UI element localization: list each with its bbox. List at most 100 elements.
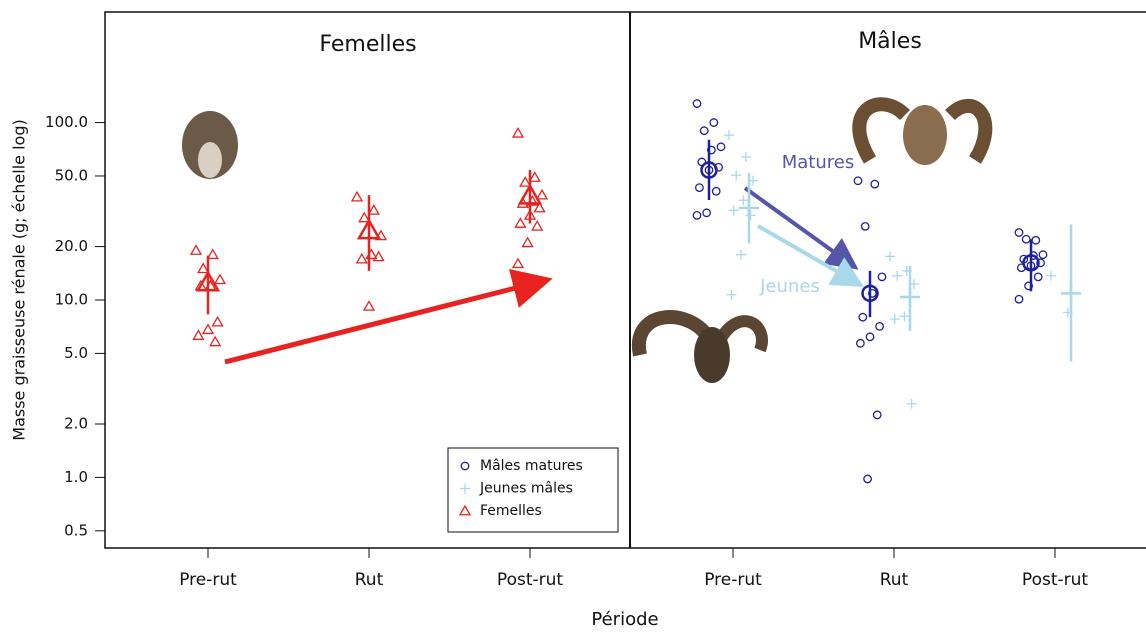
point xyxy=(692,210,702,220)
point xyxy=(711,186,721,196)
point xyxy=(731,170,742,181)
point xyxy=(528,171,541,182)
point xyxy=(692,99,702,108)
y-tick-label: 2.0 xyxy=(64,414,88,432)
point xyxy=(367,204,380,215)
x-tick-label: Post-rut xyxy=(497,570,563,590)
point xyxy=(853,176,863,186)
point xyxy=(899,311,910,322)
point xyxy=(736,249,746,260)
point xyxy=(870,179,880,189)
point xyxy=(189,244,203,255)
point xyxy=(1031,235,1041,245)
y-tick-label: 50.0 xyxy=(55,166,88,184)
ram-icon xyxy=(631,310,768,383)
point xyxy=(533,201,546,213)
ewe-icon xyxy=(182,111,238,179)
legend-label: Femelles xyxy=(480,503,542,519)
point xyxy=(740,151,751,162)
mean-marker xyxy=(900,286,920,307)
point xyxy=(868,288,877,298)
trend-arrow xyxy=(743,186,859,270)
point xyxy=(192,329,205,340)
x-axis-label: Période xyxy=(591,609,658,630)
legend xyxy=(447,447,619,533)
point xyxy=(728,205,739,216)
point xyxy=(350,190,364,202)
annotation: Matures xyxy=(782,152,854,173)
point xyxy=(201,323,215,335)
y-tick-label: 1.0 xyxy=(64,468,88,486)
x-tick-label: Post-rut xyxy=(1022,570,1088,590)
point xyxy=(1046,270,1056,281)
panel-title: Femelles xyxy=(319,32,416,57)
point xyxy=(206,248,219,260)
point xyxy=(892,270,903,281)
point xyxy=(197,262,210,274)
y-tick-label: 5.0 xyxy=(64,344,88,362)
y-tick-label: 0.5 xyxy=(64,521,88,539)
mean-marker xyxy=(356,218,382,240)
mean-marker xyxy=(700,161,718,179)
point xyxy=(858,312,868,322)
point xyxy=(906,398,917,409)
point xyxy=(738,195,749,206)
legend-label: Mâles matures xyxy=(480,458,583,474)
point xyxy=(355,252,368,264)
y-tick-label: 10.0 xyxy=(55,290,88,308)
y-tick-label: 20.0 xyxy=(55,237,88,255)
panel-title: Mâles xyxy=(858,29,922,54)
point xyxy=(511,257,525,269)
x-tick-label: Rut xyxy=(880,570,909,590)
point xyxy=(702,208,711,218)
x-tick-label: Rut xyxy=(355,570,384,590)
point xyxy=(865,332,875,342)
trend-arrow xyxy=(224,269,553,365)
mean-marker xyxy=(861,284,879,303)
point xyxy=(1036,258,1045,268)
legend-marker xyxy=(460,483,470,494)
point xyxy=(213,273,227,285)
y-axis-label: Masse graisseuse rénale (g; échelle log) xyxy=(10,119,29,440)
point xyxy=(358,211,371,223)
point xyxy=(521,236,534,248)
point xyxy=(1021,234,1031,244)
x-tick-label: Pre-rut xyxy=(179,570,237,590)
legend-label: Jeunes mâles xyxy=(479,481,573,497)
point xyxy=(209,335,222,347)
point xyxy=(531,220,544,231)
point xyxy=(724,130,734,141)
point xyxy=(877,272,887,282)
point xyxy=(1014,228,1024,237)
point xyxy=(511,126,525,138)
point xyxy=(1038,250,1048,260)
mean-marker xyxy=(1022,254,1040,272)
point xyxy=(372,250,385,262)
point xyxy=(856,338,865,348)
point xyxy=(1014,294,1024,304)
point xyxy=(362,300,376,311)
ram-icon xyxy=(852,97,993,165)
point xyxy=(514,217,527,228)
x-tick-label: Pre-rut xyxy=(704,570,762,590)
point xyxy=(1024,281,1033,291)
point xyxy=(211,315,224,327)
mean-marker xyxy=(195,270,221,292)
point xyxy=(535,188,549,200)
legend-marker xyxy=(458,504,472,516)
point xyxy=(695,183,704,193)
point xyxy=(709,118,719,127)
point xyxy=(745,210,756,221)
point xyxy=(726,289,737,300)
point xyxy=(699,126,709,136)
mean-marker xyxy=(1061,283,1081,304)
point xyxy=(875,321,884,331)
legend-marker xyxy=(460,461,470,471)
point xyxy=(872,410,882,420)
point xyxy=(1033,272,1043,282)
annotation: Jeunes xyxy=(759,276,820,297)
point xyxy=(889,314,900,325)
mean-marker xyxy=(517,183,543,205)
y-tick-label: 100.0 xyxy=(45,113,88,131)
point xyxy=(885,251,895,262)
